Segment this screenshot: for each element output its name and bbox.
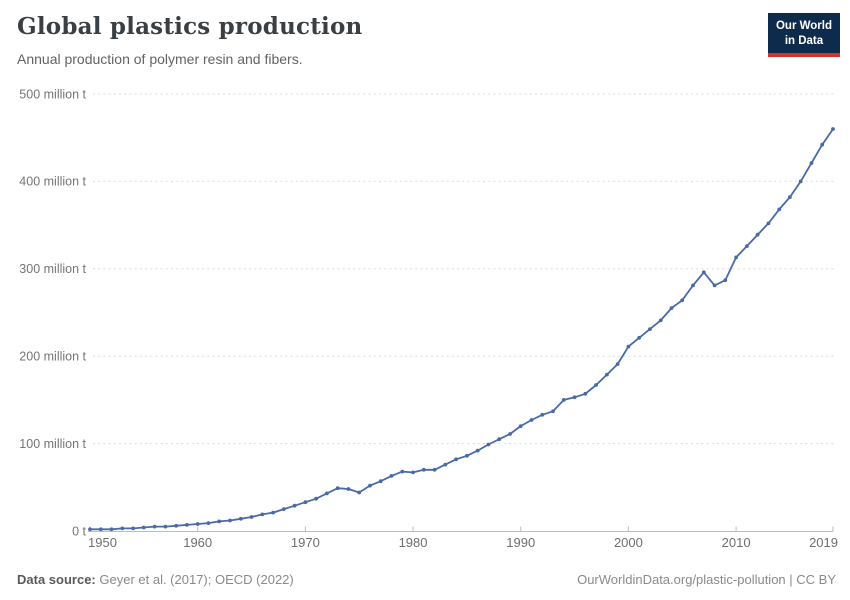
data-point[interactable] [206,521,211,525]
data-point[interactable] [658,318,663,323]
data-point[interactable] [712,283,717,288]
y-axis-tick-label: 400 million t [19,175,86,189]
y-axis-tick-label: 200 million t [19,350,86,364]
data-point[interactable] [195,522,200,526]
owid-logo[interactable]: Our World in Data [767,13,840,57]
data-point[interactable] [572,395,577,400]
credit-link[interactable]: OurWorldinData.org/plastic-pollution | C… [577,572,836,587]
data-point[interactable] [238,516,243,521]
data-point[interactable] [475,448,480,453]
data-point[interactable] [185,523,189,527]
data-point[interactable] [465,453,469,458]
data-point[interactable] [421,467,426,472]
data-point[interactable] [88,527,92,532]
data-point[interactable] [637,335,642,340]
data-point[interactable] [831,127,835,131]
data-point[interactable] [583,391,588,396]
data-point[interactable] [669,306,674,310]
data-point[interactable] [411,470,415,475]
data-point[interactable] [745,244,749,249]
data-point[interactable] [443,462,448,467]
data-point[interactable] [335,486,340,491]
data-point[interactable] [260,512,265,517]
data-point[interactable] [766,221,771,226]
data-point[interactable] [820,142,825,147]
series-line[interactable] [89,128,834,531]
x-axis-tick-label: 2019 [809,535,838,550]
data-point[interactable] [626,344,631,349]
y-axis-tick-label: 500 million t [19,87,86,101]
data-point[interactable] [346,487,351,491]
data-source-value: Geyer et al. (2017); OECD (2022) [99,572,294,587]
data-point[interactable] [163,524,168,529]
data-point[interactable] [777,207,782,212]
y-axis-tick-label: 100 million t [19,437,86,451]
data-point[interactable] [228,518,232,523]
data-point[interactable] [529,418,534,422]
data-point[interactable] [141,525,146,530]
x-axis-tick-label: 1950 [88,535,117,550]
page-title: Global plastics production [17,13,363,40]
data-point[interactable] [292,503,297,508]
data-point[interactable] [378,479,383,484]
data-point[interactable] [561,398,566,402]
data-point[interactable] [131,526,136,531]
data-point[interactable] [615,362,620,366]
data-point[interactable] [755,232,760,237]
x-axis-tick-label: 2010 [722,535,751,550]
data-point[interactable] [249,515,254,519]
data-point[interactable] [734,255,738,260]
data-point[interactable] [680,298,685,303]
data-point[interactable] [454,457,458,462]
owid-logo-line2: in Data [784,34,824,47]
x-axis-tick-label: 1980 [399,535,428,550]
data-point[interactable] [368,483,372,488]
data-series[interactable] [88,127,835,532]
data-point[interactable] [798,179,803,184]
data-point[interactable] [400,469,405,474]
data-point[interactable] [303,500,308,505]
data-point[interactable] [217,519,222,524]
data-point[interactable] [271,510,275,515]
data-point[interactable] [120,526,125,531]
data-point[interactable] [648,327,652,331]
data-point[interactable] [486,442,491,447]
data-point[interactable] [174,523,179,528]
data-point[interactable] [518,424,523,428]
data-point[interactable] [788,195,792,200]
data-point[interactable] [540,412,545,417]
data-point[interactable] [152,524,157,529]
data-point[interactable] [701,270,706,275]
data-point[interactable] [605,372,609,377]
data-point[interactable] [357,490,362,495]
data-point[interactable] [98,527,103,532]
data-point[interactable] [723,278,728,283]
data-source-label: Data source: [17,572,96,587]
data-point[interactable] [109,527,114,532]
data-point[interactable] [551,409,555,414]
data-point[interactable] [809,161,814,165]
data-source-note: Data source: Geyer et al. (2017); OECD (… [17,572,294,587]
y-axis-tick-label: 300 million t [19,262,86,276]
data-point[interactable] [691,283,695,288]
x-axis-tick-label: 1970 [291,535,320,550]
data-point[interactable] [508,432,512,436]
data-point[interactable] [325,491,329,496]
data-point[interactable] [314,496,318,501]
chart-footer: Data source: Geyer et al. (2017); OECD (… [17,572,836,587]
data-point[interactable] [281,507,286,511]
data-point[interactable] [594,383,598,387]
data-point[interactable] [432,467,437,472]
page-subtitle: Annual production of polymer resin and f… [17,51,303,67]
x-axis-tick-label: 1990 [506,535,535,550]
owid-logo-line1: Our World [775,20,832,32]
data-point[interactable] [389,474,394,478]
x-axis-tick-label: 2000 [614,535,643,550]
data-point[interactable] [497,437,502,442]
y-axis-tick-label: 0 t [72,524,86,538]
x-axis-tick-label: 1960 [183,535,212,550]
